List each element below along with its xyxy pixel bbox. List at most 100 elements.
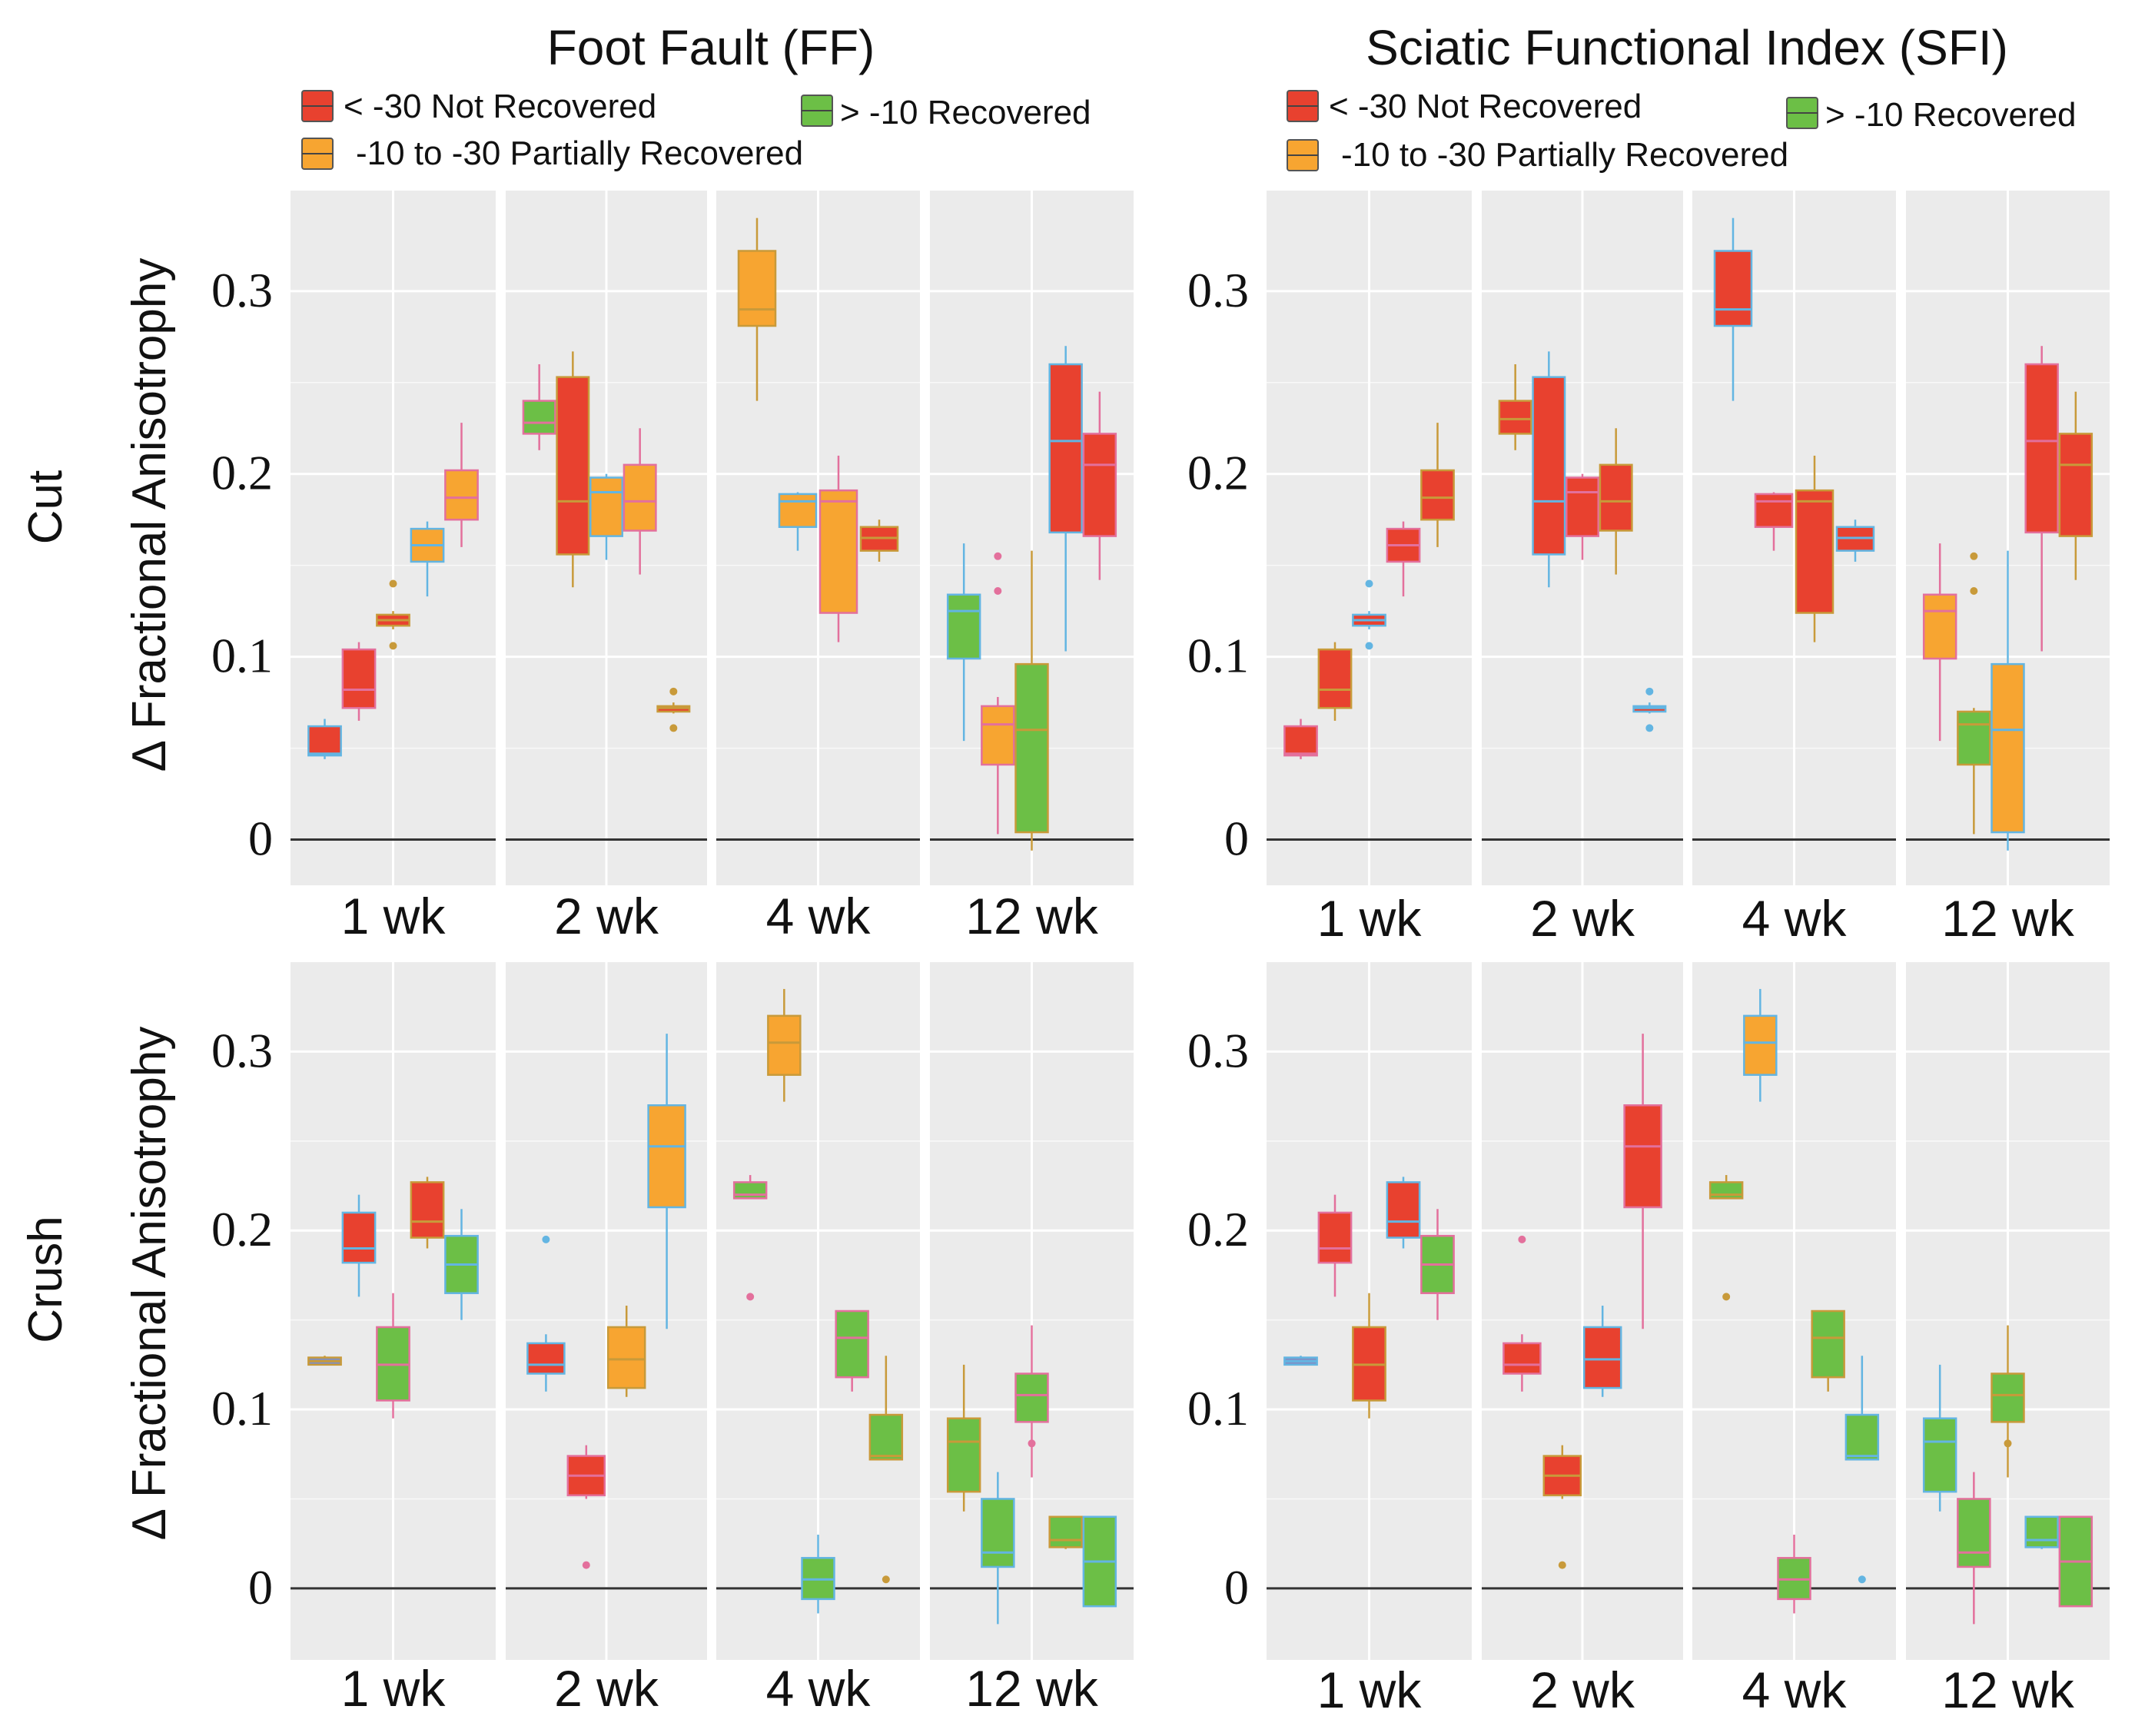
row-label-crush: Crush (19, 1216, 72, 1343)
box-not-recovered (1283, 719, 1318, 759)
box-body (1014, 662, 1049, 834)
y-tick-label: 0 (1224, 812, 1249, 866)
facet-4-wk: 4 wk (716, 962, 920, 1717)
box-body (835, 1309, 869, 1379)
box-body (1708, 1181, 1744, 1200)
y-tick-label: 0.3 (1187, 263, 1249, 317)
box-body (778, 493, 818, 528)
x-tick-label: 2 wk (554, 888, 659, 944)
box-recovered (1811, 1309, 1845, 1392)
facet-2-wk: 2 wk (1482, 191, 1683, 947)
box-recovered (1420, 1209, 1455, 1320)
box-partially-recovered (410, 521, 445, 597)
x-tick-label: 4 wk (1742, 1661, 1848, 1718)
box-partially-recovered (1922, 543, 1957, 742)
outlier-point (994, 552, 1002, 560)
outlier-point (669, 724, 678, 732)
box-body (1922, 1417, 1957, 1493)
box-body (732, 1181, 768, 1200)
y-tick-label: 0 (248, 1560, 273, 1615)
box-body (1283, 725, 1318, 757)
box-body (2058, 433, 2093, 537)
outlier-point (669, 687, 678, 695)
y-tick-label: 0.2 (211, 1202, 273, 1256)
box-not-recovered (1795, 455, 1835, 642)
box-recovered (376, 1293, 410, 1419)
y-tick-label: 0.1 (1187, 629, 1249, 683)
box-recovered (835, 1309, 869, 1392)
box-recovered (1991, 1325, 2025, 1478)
x-tick-label: 2 wk (1530, 890, 1635, 947)
sfi-title: Sciatic Functional Index (SFI) (1366, 20, 2008, 75)
box-body (410, 1181, 445, 1239)
box-body (307, 725, 342, 757)
x-tick-label: 1 wk (341, 1660, 447, 1717)
box-not-recovered (526, 1235, 566, 1392)
box-partially-recovered (1991, 550, 2025, 851)
box-partially-recovered (623, 428, 657, 575)
box-not-recovered (1566, 473, 1599, 560)
box-not-recovered (1502, 1235, 1542, 1392)
box-recovered (1777, 1535, 1811, 1614)
ff-title: Foot Fault (FF) (547, 20, 875, 75)
box-recovered (1014, 1325, 1049, 1478)
box-body (1957, 1498, 1991, 1568)
box-body (981, 1498, 1015, 1568)
box-recovered (868, 1356, 904, 1584)
y-axis-title-cut: Δ Fractional Anisotrophy (123, 258, 176, 772)
box-body (1532, 376, 1566, 556)
facet-4-wk: 4 wk (1692, 962, 1896, 1718)
outlier-point (389, 579, 397, 588)
box-not-recovered (1599, 428, 1633, 575)
box-body (1317, 648, 1353, 709)
box-partially-recovered (981, 552, 1015, 835)
box-body (606, 1326, 646, 1389)
box-body (623, 463, 657, 532)
box-not-recovered (1048, 346, 1083, 652)
facet-12-wk: 12 wk (1906, 191, 2110, 947)
legend-label-partially-recovered: -10 to -30 Partially Recovered (356, 134, 803, 172)
outlier-point (1365, 579, 1373, 588)
outlier-point (1970, 552, 1978, 560)
x-tick-label: 12 wk (965, 888, 1098, 944)
box-body (444, 469, 479, 521)
x-tick-label: 12 wk (1941, 890, 2074, 947)
facet-1-wk: 1 wk (291, 191, 496, 944)
box-body (1566, 476, 1599, 537)
facet-4-wk: 4 wk (716, 191, 920, 944)
box-body (526, 1342, 566, 1375)
box-not-recovered (1082, 391, 1117, 580)
box-not-recovered (1542, 1445, 1582, 1569)
box-body (556, 376, 590, 556)
facet-1-wk: 1 wk (291, 962, 496, 1717)
box-body (1014, 1373, 1049, 1423)
outlier-point (1645, 724, 1654, 732)
box-body (868, 1413, 904, 1461)
panels: 0 0.1 0.2 0.3 1 wk 2 wk 4 wk 12 wk 0 0.1 0.2 0.3 1 w… (211, 191, 2110, 1718)
box-body (341, 1211, 377, 1264)
box-body (1713, 250, 1753, 327)
legend-sfi: < -30 Not Recovered > -10 Recovered -10 … (1287, 88, 2077, 174)
outlier-point (1365, 642, 1373, 650)
outlier-point (994, 586, 1002, 595)
box-recovered (522, 364, 556, 450)
box-body (1420, 469, 1455, 521)
box-not-recovered (1317, 1194, 1353, 1297)
box-body (1623, 1104, 1662, 1209)
y-tick-label: 0.3 (211, 1023, 273, 1077)
box-body (1957, 710, 1991, 766)
x-tick-label: 4 wk (766, 888, 872, 944)
box-body (767, 1014, 802, 1076)
panel-2: 0 0.1 0.2 0.3 1 wk 2 wk 4 wk 12 wk (1187, 191, 2110, 947)
box-body (647, 1104, 686, 1209)
box-not-recovered (1713, 217, 1753, 401)
outlier-point (1028, 1439, 1036, 1448)
box-body (1498, 400, 1532, 435)
outlier-point (1970, 586, 1978, 595)
facet-12-wk: 12 wk (1906, 962, 2110, 1718)
box-not-recovered (1754, 492, 1794, 551)
outlier-point (1645, 687, 1654, 695)
box-recovered (1957, 552, 1991, 835)
box-blue (307, 1356, 342, 1366)
box-body (1599, 463, 1633, 532)
